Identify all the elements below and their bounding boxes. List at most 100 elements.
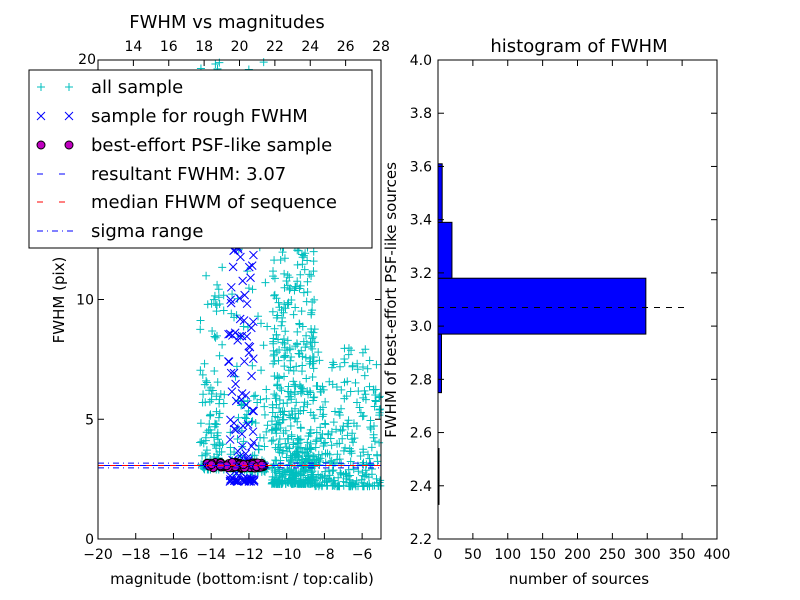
data-point [288, 410, 297, 419]
legend-entry-sigma-range: sigma range [37, 221, 203, 242]
data-point [320, 419, 329, 428]
data-point [307, 271, 316, 280]
data-point [274, 419, 283, 428]
data-point [275, 396, 284, 405]
data-point [212, 407, 221, 416]
data-point [310, 295, 319, 304]
data-point [309, 247, 318, 256]
data-point [260, 410, 269, 419]
data-point [309, 353, 318, 362]
data-point [216, 389, 225, 398]
data-point [311, 437, 320, 446]
legend-entry-rough-fwhm: sample for rough FWHM [36, 106, 308, 127]
data-point [306, 439, 315, 448]
data-point [286, 422, 295, 431]
data-point [306, 425, 315, 434]
data-point [238, 421, 248, 431]
data-point [244, 406, 253, 415]
data-point [219, 291, 228, 300]
data-point [335, 439, 344, 448]
top-x-tick-label: 22 [266, 39, 284, 55]
histogram-x-ticks: 0 50 100 150 200 250 300 350 400 [434, 60, 730, 563]
data-point [375, 405, 384, 414]
data-point [337, 404, 346, 413]
data-point [309, 257, 318, 266]
data-point [356, 408, 365, 417]
data-point [362, 470, 371, 479]
y-tick-label: 3.8 [410, 106, 432, 122]
data-point [319, 410, 328, 419]
data-point [286, 456, 295, 465]
data-point [318, 412, 327, 421]
data-point [320, 478, 329, 487]
data-point [369, 430, 378, 439]
data-point [350, 434, 359, 443]
data-point [315, 356, 324, 365]
data-point [292, 362, 301, 371]
scatter-y-label: FWHM (pix) [50, 257, 68, 344]
data-point [259, 341, 268, 350]
data-point [260, 402, 269, 411]
data-point [303, 287, 312, 296]
data-point [270, 350, 279, 359]
histogram-bar [437, 163, 443, 223]
data-point [287, 296, 296, 305]
data-point [212, 392, 221, 401]
data-point [291, 303, 300, 312]
data-point [237, 429, 247, 439]
data-point [210, 433, 219, 442]
data-point [220, 390, 229, 399]
data-point [336, 468, 345, 477]
y-tick-label: 2.2 [410, 532, 432, 548]
data-point [316, 433, 325, 442]
data-point [206, 425, 215, 434]
data-point [335, 410, 344, 419]
data-point [262, 427, 271, 436]
data-point [287, 430, 296, 439]
data-point [310, 393, 319, 402]
data-point [302, 374, 311, 383]
data-point [300, 448, 309, 457]
data-point [246, 323, 256, 333]
data-point [358, 348, 367, 357]
data-point [273, 311, 282, 320]
data-point [329, 476, 338, 485]
data-point [226, 450, 235, 459]
data-point [365, 454, 374, 463]
data-point [301, 465, 310, 474]
data-point [263, 322, 272, 331]
data-point [343, 377, 352, 386]
data-point [332, 425, 341, 434]
y-tick-label: 3.0 [410, 319, 432, 335]
data-point [278, 338, 287, 347]
data-point [303, 478, 312, 487]
data-point [243, 420, 253, 429]
data-point [281, 327, 290, 336]
data-point [233, 446, 243, 456]
data-point [295, 380, 304, 389]
data-point [224, 357, 233, 366]
data-point [271, 456, 280, 465]
data-point [251, 391, 260, 400]
data-point [248, 361, 257, 370]
data-point [330, 407, 339, 416]
data-point [369, 385, 378, 394]
data-point [231, 396, 241, 406]
data-point [361, 390, 370, 399]
data-point [358, 363, 367, 372]
data-point [353, 359, 362, 368]
data-point [297, 367, 306, 376]
scatter-y-ticks: 0 5 10 [76, 293, 381, 548]
data-point [229, 368, 239, 378]
data-point [293, 439, 302, 448]
data-point [326, 457, 335, 466]
data-point [210, 367, 219, 376]
y-tick-label: 10 [76, 293, 94, 309]
data-point [291, 453, 300, 462]
y-tick-label: 5 [85, 412, 94, 428]
data-point [312, 428, 321, 437]
x-tick-label: −16 [159, 547, 189, 563]
data-point [225, 435, 235, 444]
data-point [274, 356, 283, 365]
data-point [270, 290, 279, 299]
